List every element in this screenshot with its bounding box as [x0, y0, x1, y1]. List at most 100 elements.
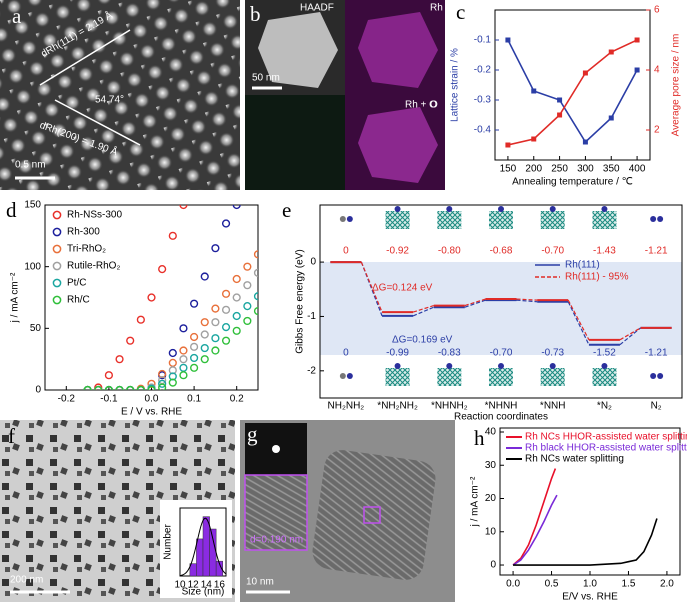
- connector: [412, 306, 435, 317]
- bar: [196, 538, 204, 577]
- molecule-icon: [650, 216, 657, 222]
- x-axis-label: E/V vs. RHE: [562, 592, 618, 603]
- data-point: [253, 306, 258, 316]
- lattice-inset: [244, 474, 308, 551]
- data-point: [221, 336, 231, 345]
- legend-marker: [52, 278, 62, 288]
- data-line: [513, 518, 658, 566]
- x-axis-label: E / V vs. RHE: [121, 407, 182, 418]
- x-tick-label: 0.1: [187, 394, 201, 405]
- panel-label: e: [282, 198, 291, 222]
- adsorbate-icon: [549, 206, 556, 212]
- x-tick-label: 2.0: [660, 579, 674, 590]
- y-tick-label: -2: [307, 365, 316, 376]
- data-point: [168, 358, 177, 367]
- x-tick-label: 300: [577, 164, 594, 175]
- x-tick-label: 0.2: [230, 394, 244, 405]
- adsorbate-icon: [601, 363, 608, 369]
- data-point: [608, 115, 614, 121]
- connector: [464, 298, 486, 307]
- data-point: [211, 244, 220, 253]
- image-label: 0.5 nm: [15, 160, 46, 171]
- data-point: [243, 316, 252, 326]
- data-point: [190, 332, 199, 342]
- slab-icon: [592, 368, 617, 386]
- y-tick-label: 0: [310, 257, 316, 268]
- x-tick-label: 12: [188, 580, 200, 591]
- slab-icon: [385, 211, 410, 229]
- lattice-line: [39, 29, 131, 86]
- data-point: [179, 363, 188, 372]
- connector: [619, 327, 641, 341]
- data-point: [221, 323, 231, 332]
- image-label: 54.74°: [95, 95, 124, 106]
- y-tick-label: -0.1: [474, 35, 492, 46]
- data-point: [136, 385, 145, 390]
- y-tick-label: 150: [24, 200, 41, 211]
- slab-icon: [437, 211, 462, 229]
- molecule-icon: [339, 373, 346, 379]
- slab-icon: [540, 211, 565, 229]
- slab-icon: [489, 368, 513, 386]
- data-point: [200, 318, 209, 327]
- slab-icon: [592, 211, 617, 229]
- y-tick-label: 100: [24, 261, 41, 272]
- bar: [202, 516, 210, 577]
- data-point: [221, 219, 231, 228]
- data-point: [232, 274, 241, 284]
- panel-label: d: [6, 198, 17, 222]
- connector: [619, 327, 642, 346]
- x-tick-label: NH₂NH₂: [328, 401, 365, 412]
- x-tick-label: 0.5: [545, 579, 559, 590]
- data-point: [634, 67, 640, 73]
- data-point: [505, 142, 511, 148]
- data-point: [557, 97, 563, 103]
- y-tick-label: 50: [30, 323, 42, 334]
- y-tick-label: 0: [35, 385, 41, 396]
- x-tick-label: *NNH: [540, 401, 566, 412]
- plot-frame: [494, 9, 651, 161]
- legend-marker: [52, 261, 62, 271]
- legend-label: Rh NCs HHOR-assisted water splitting: [525, 432, 687, 443]
- y2-tick-label: 6: [654, 5, 660, 16]
- y-tick-label: -0.3: [474, 95, 492, 106]
- molecule-icon: [650, 373, 657, 379]
- image-label: O: [430, 100, 438, 111]
- legend-label: Rh/C: [67, 295, 90, 306]
- data-point: [505, 37, 511, 43]
- data-point: [179, 324, 188, 333]
- data-point: [158, 379, 167, 388]
- x-tick-label: 0.0: [506, 579, 520, 590]
- molecule-icon: [657, 216, 664, 222]
- data-point: [200, 272, 209, 281]
- data-point: [243, 302, 252, 311]
- rh-signal: [358, 12, 438, 88]
- y2-tick-label: 4: [654, 65, 660, 76]
- nanocube: [312, 450, 436, 580]
- adsorbate-icon: [549, 363, 556, 369]
- data-point: [221, 289, 231, 298]
- data-point: [94, 385, 103, 390]
- y-tick-label: 40: [485, 427, 497, 438]
- value-label: -0.70: [490, 348, 513, 359]
- data-point: [158, 265, 167, 274]
- panel-label: c: [456, 0, 465, 24]
- adsorbate-icon: [498, 206, 504, 212]
- data-point: [190, 353, 199, 363]
- value-label: -0.70: [541, 246, 564, 257]
- value-label: -0.92: [386, 246, 409, 257]
- data-point: [557, 112, 563, 118]
- legend-marker: [52, 210, 62, 220]
- data-point: [158, 383, 167, 390]
- x-tick-label: 16: [214, 580, 226, 591]
- data-point: [126, 385, 135, 390]
- data-point: [608, 49, 614, 55]
- adsorbate-icon: [394, 363, 401, 369]
- x-tick-label: 150: [500, 164, 517, 175]
- legend-label: Rh-300: [67, 227, 100, 238]
- data-line: [512, 494, 558, 566]
- connector: [567, 299, 590, 341]
- legend-marker: [52, 295, 62, 305]
- data-point: [147, 385, 156, 390]
- image-label: 10 nm: [246, 577, 274, 588]
